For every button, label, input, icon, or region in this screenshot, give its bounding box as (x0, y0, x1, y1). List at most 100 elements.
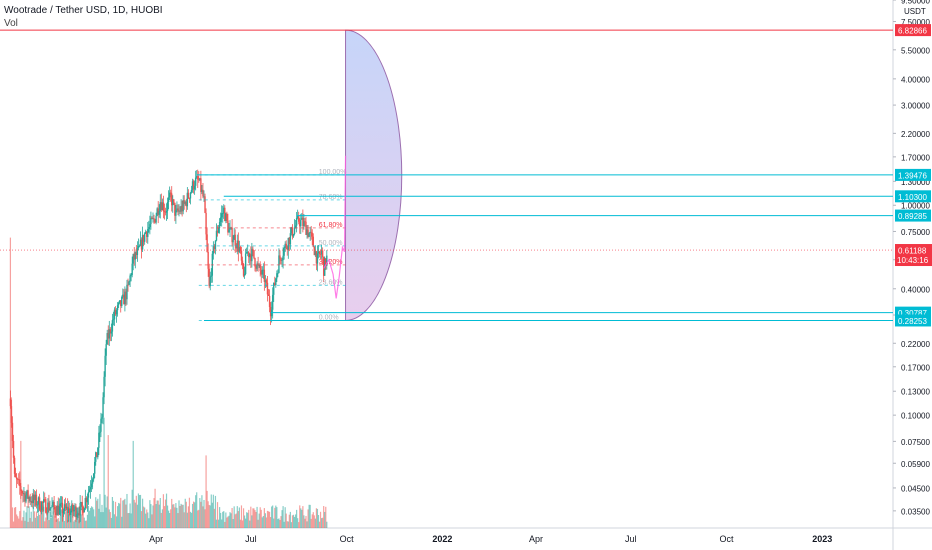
volume-bar (60, 509, 63, 528)
candle-body (269, 306, 272, 317)
candle-body (234, 234, 236, 246)
candle-body (263, 269, 266, 282)
candle-body (168, 192, 171, 198)
volume-bar (254, 510, 256, 528)
candle-body (173, 199, 175, 203)
volume-bar (52, 511, 54, 528)
candle-body (267, 294, 270, 296)
fib-level-label: 23.60% (319, 279, 343, 286)
chart-symbol-title[interactable]: Wootrade / Tether USD, 1D, HUOBI (4, 5, 163, 16)
volume-bar (158, 504, 160, 528)
volume-bar (153, 498, 155, 528)
volume-bar (300, 508, 302, 528)
volume-bar (73, 521, 75, 528)
candle-body (262, 269, 265, 271)
volume-bar (243, 515, 246, 528)
candle-body (88, 489, 91, 492)
candle-body (83, 508, 86, 513)
volume-bar (66, 506, 68, 528)
candle-body (129, 275, 131, 282)
candle-body (76, 514, 78, 518)
candle-body (281, 260, 283, 261)
volume-bar (25, 512, 27, 528)
candle-body (28, 497, 30, 499)
volume-bar (62, 507, 65, 528)
volume-bar (223, 511, 225, 528)
candle-body (61, 502, 64, 514)
volume-bar (168, 510, 170, 528)
candle-body (237, 240, 240, 252)
volume-indicator-label[interactable]: Vol (4, 18, 18, 29)
volume-bar (284, 507, 286, 528)
volume-bar (199, 498, 201, 528)
candle-body (70, 510, 72, 516)
volume-bar (175, 503, 177, 528)
candle-body (277, 272, 279, 274)
candle-body (236, 240, 239, 249)
volume-bar (183, 512, 185, 528)
level-price-label: 0.30787 (898, 309, 927, 318)
candle-body (200, 178, 202, 192)
volume-bar (18, 518, 20, 528)
candle-body (181, 205, 183, 212)
candle-body (180, 205, 182, 212)
volume-bar (130, 513, 132, 528)
volume-bar (209, 505, 211, 528)
volume-bar (37, 513, 40, 528)
candle-body (45, 499, 47, 513)
candle-body (193, 185, 196, 190)
volume-bar (238, 507, 240, 528)
candle-body (228, 229, 230, 233)
candle-body (87, 491, 90, 498)
volume-bar (124, 498, 126, 528)
candle-body (196, 176, 198, 178)
volume-bar (16, 514, 18, 528)
candle-body (56, 505, 58, 516)
candle-body (30, 500, 32, 502)
volume-bar (58, 521, 60, 528)
candle-body (188, 197, 191, 199)
price-tick-label: 0.13000 (901, 388, 930, 397)
candle-body (224, 207, 226, 221)
volume-bar (240, 505, 243, 528)
candle-body (13, 457, 16, 474)
volume-bar (127, 513, 129, 528)
candle-body (185, 201, 188, 207)
volume-bar (247, 512, 249, 528)
candle-body (177, 208, 179, 212)
candle-body (103, 376, 105, 398)
candle-body (97, 447, 99, 458)
volume-bar (93, 509, 95, 528)
price-tick-label: 0.03500 (901, 507, 930, 516)
volume-bar (123, 499, 125, 528)
volume-bar (154, 488, 156, 528)
candle-body (98, 432, 100, 448)
candle-body (152, 218, 154, 220)
candle-body (50, 507, 52, 509)
candle-body (134, 252, 137, 260)
candle-body (36, 504, 39, 506)
volume-bar (248, 509, 250, 528)
volume-bar (99, 494, 101, 528)
volume-bar (230, 513, 232, 528)
volume-bar (315, 508, 318, 528)
candle-body (130, 275, 132, 276)
volume-bar (281, 510, 283, 528)
candle-body (140, 239, 143, 250)
candle-body (207, 251, 209, 269)
volume-bar (165, 493, 168, 528)
candle-body (208, 268, 210, 287)
price-tick-label: 4.00000 (901, 75, 930, 84)
volume-bar (145, 513, 147, 528)
candle-body (132, 254, 134, 264)
volume-bar (33, 511, 35, 528)
candle-body (102, 397, 104, 418)
time-tick-label: Apr (529, 534, 543, 544)
volume-bar (85, 520, 87, 528)
volume-bar (259, 507, 261, 528)
volume-bar (42, 505, 44, 528)
volume-bar (220, 512, 222, 528)
volume-bar (69, 515, 71, 528)
candle-body (104, 355, 106, 377)
